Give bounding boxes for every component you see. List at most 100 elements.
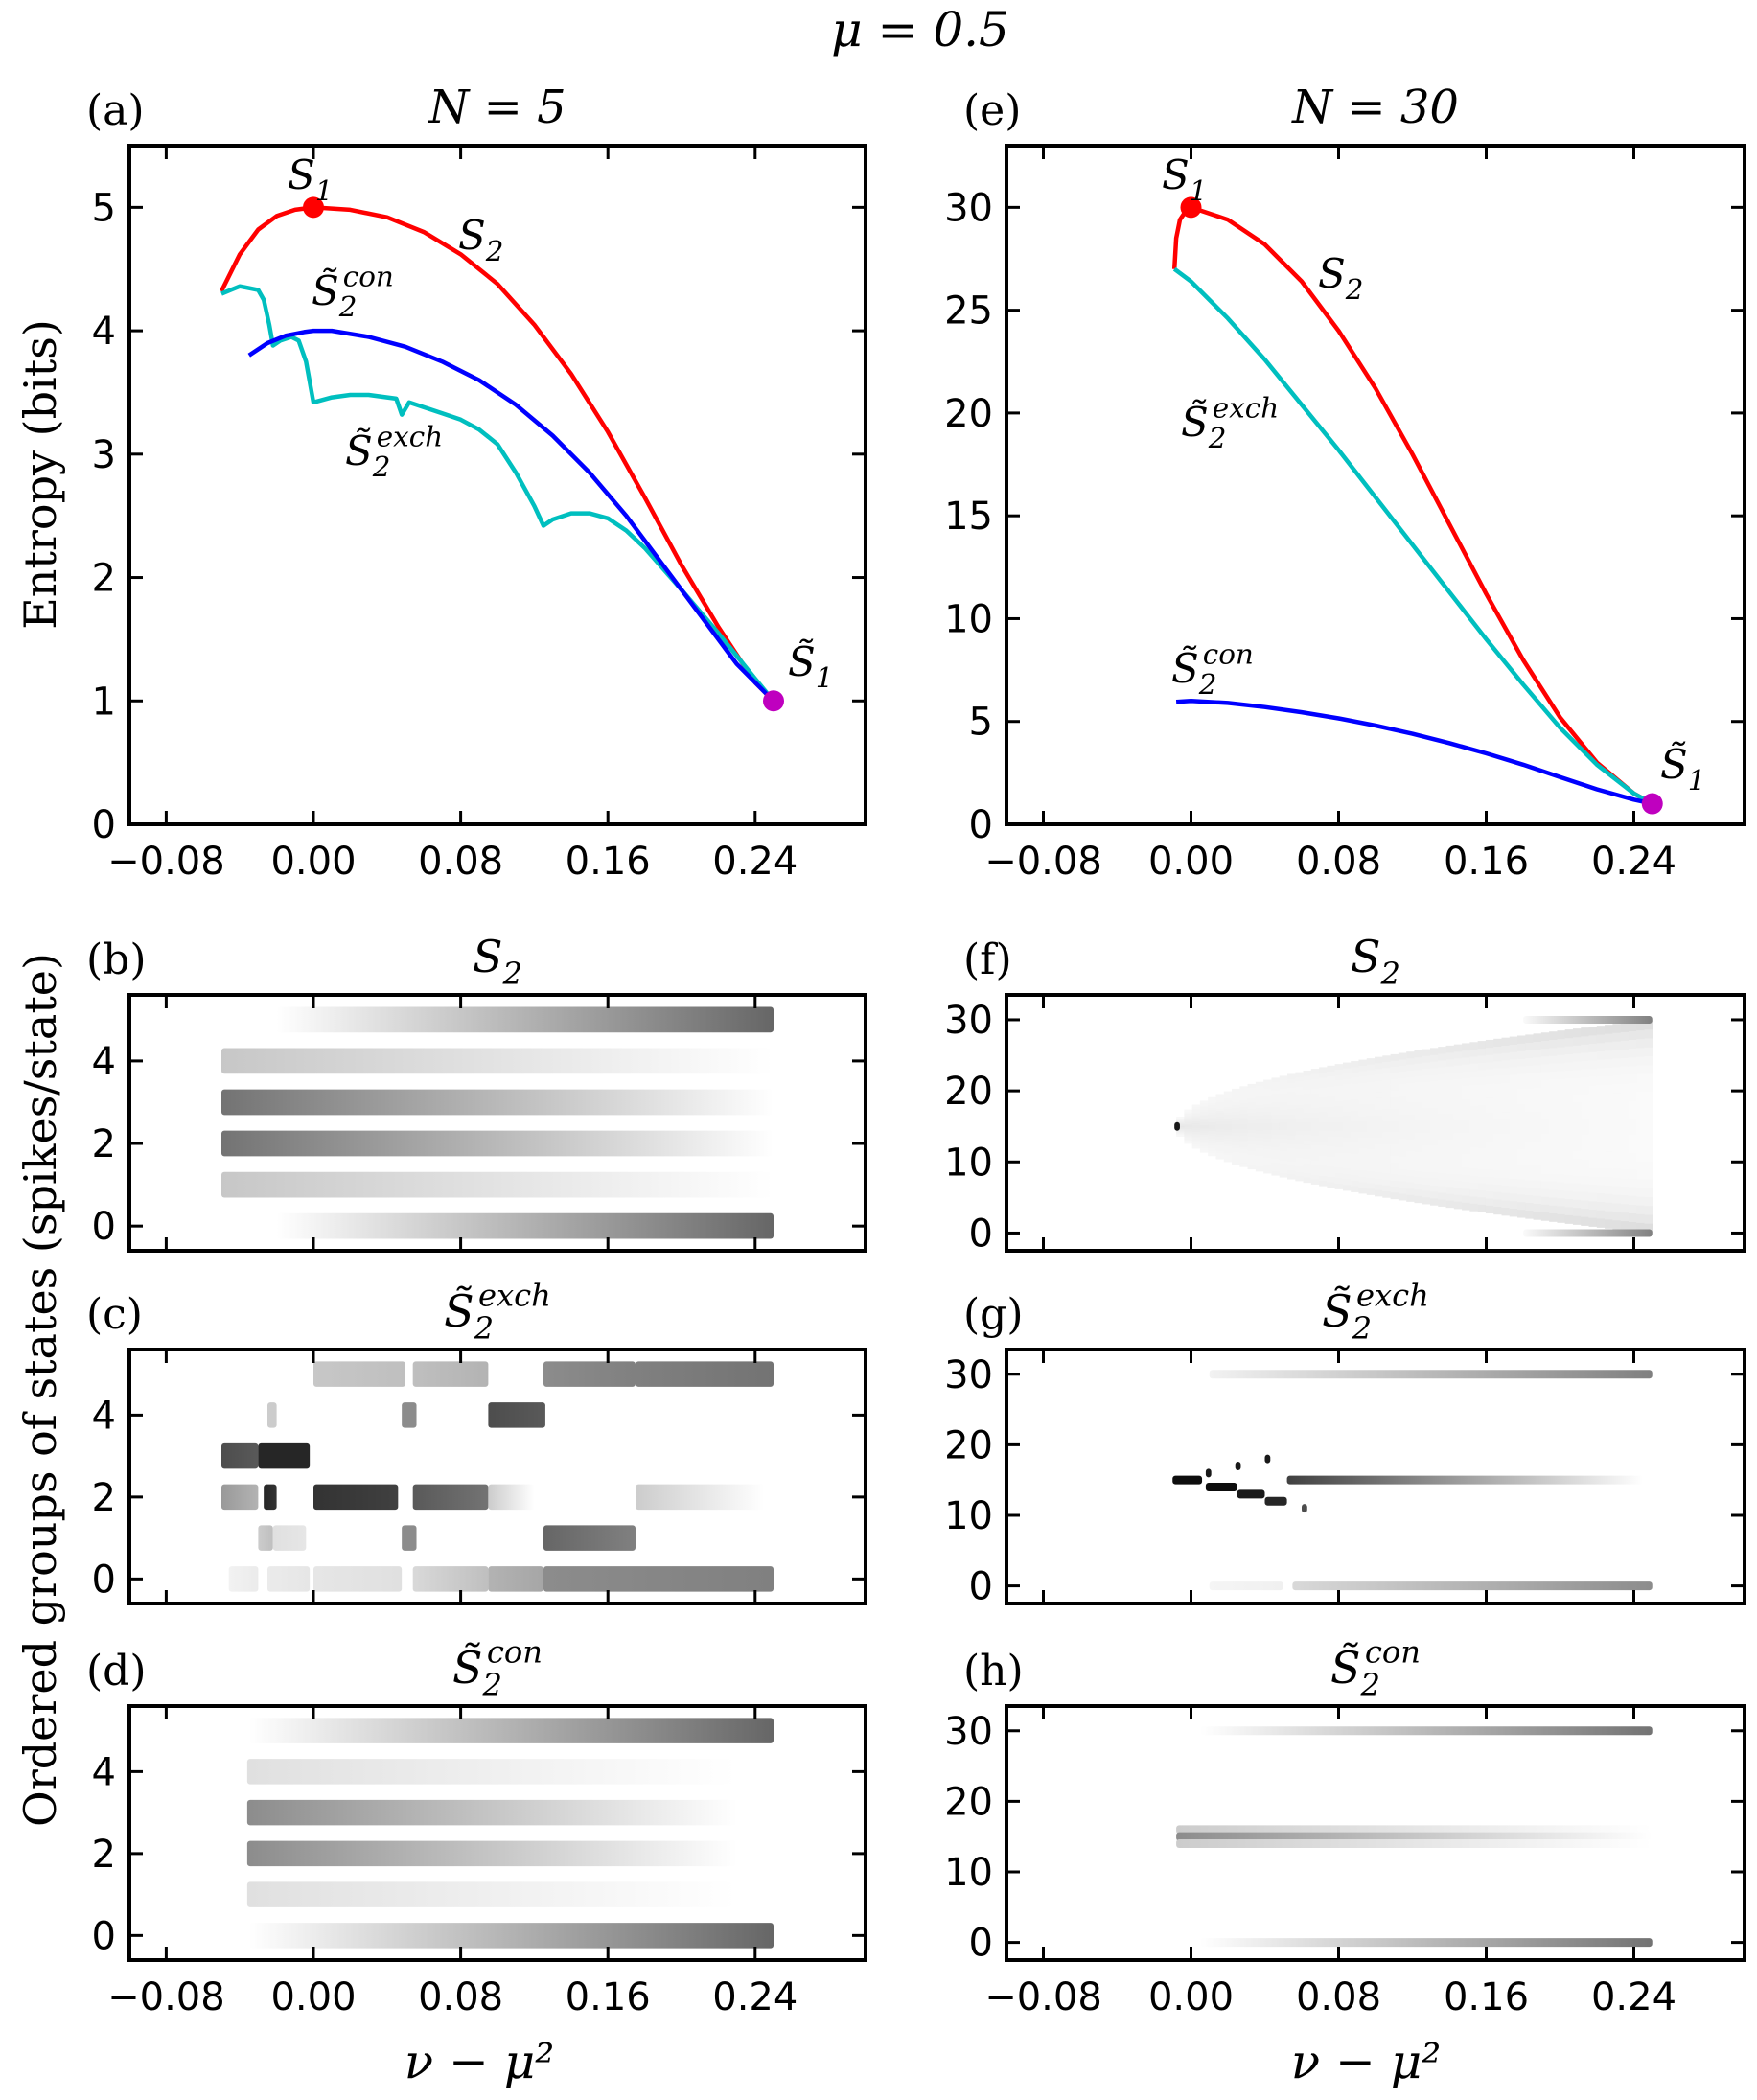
fan-cell-f-11-5-0 (1263, 1102, 1273, 1108)
fan-cell-f-44-1-1 (1525, 1134, 1535, 1142)
fan-cell-f-50-6-1 (1572, 1175, 1582, 1185)
fan-cell-f-14-4-0 (1286, 1104, 1296, 1110)
band-c-19 (402, 1402, 417, 1428)
fan-cell-f-17-5-1 (1310, 1150, 1320, 1156)
fan-cell-f-39-7-0 (1485, 1069, 1494, 1077)
fan-cell-f-34-5-1 (1445, 1160, 1455, 1167)
fan-cell-f-48-4-0 (1557, 1086, 1566, 1096)
ytick-label-e-5: 25 (944, 289, 993, 334)
fan-cell-f-49-6-0 (1564, 1070, 1574, 1079)
fan-cell-f-53-3-1 (1596, 1151, 1606, 1161)
fan-cell-f-51-11-0 (1581, 1027, 1590, 1037)
fan-cell-f-41-3-1 (1501, 1148, 1511, 1157)
fan-cell-f-42-0-0 (1509, 1119, 1518, 1127)
marker-a-S1 (303, 196, 324, 219)
fan-cell-f-51-3-1 (1581, 1150, 1590, 1161)
fan-cell-f-57-10-0 (1628, 1030, 1637, 1041)
fan-cell-f-33-5-0 (1438, 1086, 1447, 1095)
fan-cell-f-28-9-1 (1398, 1181, 1407, 1188)
fan-cell-f-19-7-1 (1327, 1162, 1336, 1168)
fan-cell-f-20-0-1 (1334, 1126, 1344, 1133)
fan-cell-f-42-5-1 (1509, 1164, 1518, 1172)
band-c-22 (412, 1361, 489, 1387)
fan-cell-f-38-10-1 (1477, 1197, 1487, 1206)
fan-cell-f-0-1-1 (1176, 1127, 1185, 1129)
fan-cell-f-45-10-1 (1533, 1203, 1542, 1212)
fan-cell-f-32-6-0 (1429, 1080, 1439, 1088)
fan-cell-f-56-2-1 (1620, 1143, 1630, 1153)
fan-cell-f-30-5-1 (1414, 1158, 1423, 1165)
fan-cell-f-50-5-1 (1572, 1166, 1582, 1176)
panel-label-f: (f) (963, 935, 1012, 984)
fan-cell-f-6-9-1 (1223, 1152, 1233, 1157)
fan-cell-f-11-10-1 (1263, 1165, 1273, 1170)
fan-cell-f-43-9-1 (1517, 1194, 1526, 1203)
fan-cell-f-41-4-0 (1501, 1089, 1511, 1097)
fan-cell-f-53-6-0 (1596, 1067, 1606, 1077)
fan-cell-f-48-11-1 (1557, 1213, 1566, 1223)
fan-cell-f-55-3-0 (1612, 1092, 1622, 1102)
fan-cell-f-43-4-0 (1517, 1088, 1526, 1097)
fan-cell-f-5-6-1 (1215, 1142, 1225, 1146)
fan-cell-f-57-10-1 (1628, 1212, 1637, 1223)
fan-cell-f-19-11-1 (1327, 1182, 1336, 1188)
fan-cell-f-55-0-1 (1612, 1126, 1622, 1136)
fan-cell-f-25-9-0 (1375, 1068, 1383, 1075)
fan-cell-f-47-5-0 (1549, 1078, 1559, 1088)
fan-cell-f-5-10-1 (1215, 1153, 1225, 1157)
fan-cell-f-53-9-1 (1596, 1201, 1606, 1212)
fan-cell-f-13-5-0 (1279, 1100, 1288, 1106)
fan-cell-f-18-7-1 (1319, 1161, 1328, 1166)
fan-cell-f-43-10-0 (1517, 1043, 1526, 1051)
fan-cell-f-4-9-0 (1208, 1101, 1217, 1105)
fan-cell-f-8-6-0 (1239, 1102, 1249, 1107)
fan-cell-f-59-3-1 (1644, 1152, 1653, 1163)
fan-cell-f-7-1-1 (1232, 1129, 1240, 1134)
fan-cell-f-14-3-0 (1286, 1108, 1296, 1115)
fan-cell-f-56-9-1 (1620, 1204, 1630, 1213)
fan-cell-f-58-10-0 (1636, 1029, 1646, 1040)
fan-cell-f-50-3-0 (1572, 1094, 1582, 1103)
fan-cell-f-56-4-0 (1620, 1083, 1630, 1093)
fan-cell-f-37-5-0 (1469, 1084, 1479, 1093)
fan-cell-f-46-10-1 (1540, 1204, 1550, 1213)
fan-cell-f-53-0-1 (1596, 1126, 1606, 1136)
fan-cell-f-4-3-0 (1208, 1117, 1217, 1120)
fan-cell-f-52-4-0 (1588, 1084, 1598, 1095)
fan-cell-f-45-4-1 (1533, 1157, 1542, 1166)
fan-cell-f-13-0-0 (1279, 1121, 1288, 1127)
fan-cell-f-12-9-0 (1271, 1085, 1281, 1091)
fan-cell-f-32-4-1 (1429, 1152, 1439, 1160)
ytick-label-f-1: 10 (944, 1141, 993, 1185)
fan-cell-f-56-1-0 (1620, 1109, 1630, 1119)
fan-cell-f-26-4-1 (1382, 1149, 1392, 1157)
fan-cell-f-59-7-0 (1644, 1055, 1653, 1066)
fan-cell-f-20-10-1 (1334, 1178, 1344, 1185)
fan-cell-f-16-7-0 (1303, 1089, 1312, 1095)
fan-cell-f-20-8-0 (1334, 1079, 1344, 1086)
band-c-11 (264, 1484, 277, 1511)
fan-cell-f-13-7-0 (1279, 1093, 1288, 1098)
fan-cell-f-21-4-1 (1342, 1147, 1352, 1154)
fan-cell-f-58-8-0 (1636, 1047, 1646, 1057)
fan-cell-f-27-3-1 (1390, 1144, 1399, 1151)
fan-cell-f-28-0-1 (1398, 1126, 1407, 1134)
fan-cell-f-15-10-1 (1295, 1171, 1305, 1177)
fan-cell-f-15-2-1 (1295, 1135, 1305, 1141)
fan-cell-f-31-7-0 (1422, 1074, 1431, 1082)
fan-cell-f-41-3-0 (1501, 1096, 1511, 1105)
fan-cell-f-0-5-1 (1176, 1130, 1185, 1132)
fan-cell-f-40-11-0 (1493, 1038, 1503, 1048)
fan-cell-f-2-1-1 (1191, 1128, 1201, 1131)
fan-cell-f-11-2-0 (1263, 1115, 1273, 1119)
fan-cell-f-57-0-0 (1628, 1118, 1637, 1127)
fan-cell-f-20-4-1 (1334, 1146, 1344, 1153)
ytick-label-a-4: 4 (92, 310, 116, 354)
band-c-17 (258, 1442, 311, 1469)
fan-cell-f-2-2-1 (1191, 1129, 1201, 1133)
fan-cell-f-48-1-0 (1557, 1110, 1566, 1119)
fan-cell-f-46-0-1 (1540, 1126, 1550, 1135)
fan-cell-f-15-11-0 (1295, 1072, 1305, 1077)
fan-cell-f-49-0-0 (1564, 1118, 1574, 1127)
fan-cell-f-31-9-0 (1422, 1062, 1431, 1070)
